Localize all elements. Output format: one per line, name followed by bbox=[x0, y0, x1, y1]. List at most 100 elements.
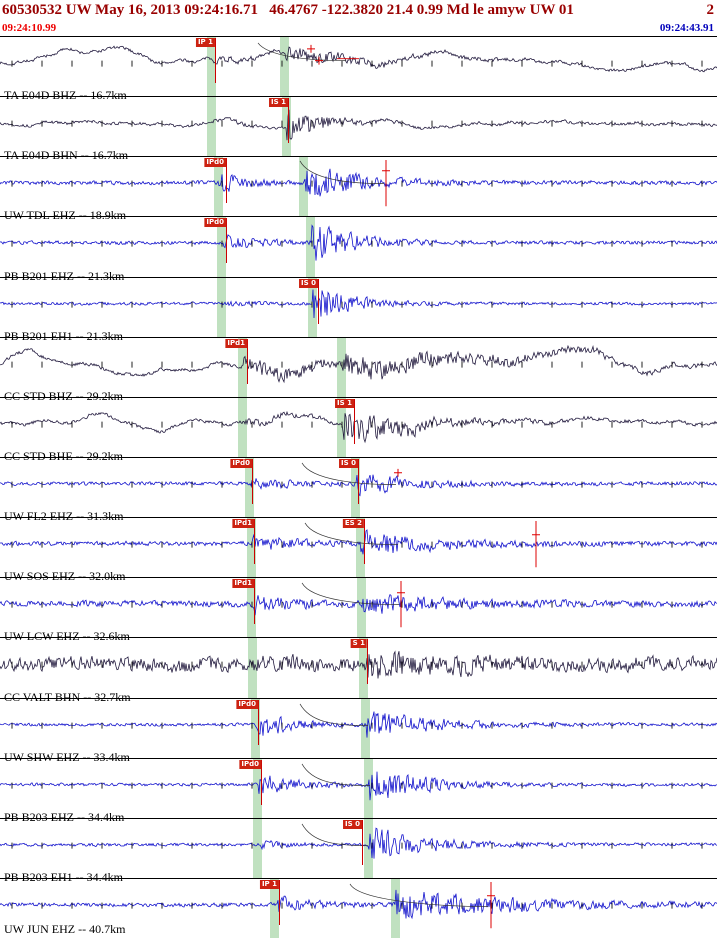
waveform-trace bbox=[0, 109, 717, 141]
trace-label[interactable]: UW SHW EHZ -- 33.4km bbox=[4, 749, 130, 764]
pick-flag[interactable]: IPd0 bbox=[230, 458, 252, 468]
trace-label[interactable]: PB B203 EH1 -- 34.4km bbox=[4, 869, 124, 884]
time-ticks bbox=[11, 180, 703, 187]
theoretical-arrival-band bbox=[282, 97, 291, 157]
trace-label[interactable]: TA E04D BHN -- 16.7km bbox=[4, 148, 129, 163]
trace-row[interactable]: CC STD BHE -- 29.2km IS 1 bbox=[0, 397, 717, 463]
coda-cross-marker bbox=[315, 56, 323, 65]
waveform-trace bbox=[0, 594, 717, 616]
trace-label[interactable]: CC VALT BHN -- 32.7km bbox=[4, 689, 131, 704]
trace-label[interactable]: UW SOS EHZ -- 32.0km bbox=[4, 569, 126, 584]
waveform-svg bbox=[0, 109, 717, 141]
time-ticks bbox=[11, 662, 703, 668]
waveform-svg bbox=[0, 410, 717, 444]
theoretical-arrival-band bbox=[299, 157, 308, 217]
coda-decay-curve bbox=[304, 522, 399, 546]
waveform-svg bbox=[0, 823, 717, 859]
pick-flag[interactable]: IPd1 bbox=[225, 338, 247, 348]
trace-row[interactable]: UW LCW EHZ -- 32.6km IPd1 bbox=[0, 578, 717, 643]
pick-time-line[interactable] bbox=[364, 519, 365, 565]
waveform-svg bbox=[0, 581, 717, 628]
pick-time-line[interactable] bbox=[288, 98, 289, 144]
pick-flag[interactable]: IS 0 bbox=[299, 278, 318, 288]
pick-time-line[interactable] bbox=[247, 338, 248, 384]
pick-flag[interactable]: S 1 bbox=[350, 639, 367, 649]
trace-label[interactable]: PB B201 EHZ -- 21.3km bbox=[4, 268, 125, 283]
waveform-trace bbox=[0, 289, 717, 318]
pick-time-line[interactable] bbox=[261, 759, 262, 805]
pick-flag[interactable]: IPd0 bbox=[204, 218, 226, 228]
event-summary: 60530532 UW May 16, 2013 09:24:16.71 46.… bbox=[2, 2, 574, 18]
pick-flag[interactable]: IPd0 bbox=[204, 158, 226, 168]
pick-flag[interactable]: IPd0 bbox=[236, 699, 258, 709]
pick-time-line[interactable] bbox=[254, 579, 255, 625]
trace-row[interactable]: TA E04D BHZ -- 16.7km IP 1 bbox=[0, 37, 717, 102]
trace-label[interactable]: CC STD BHE -- 29.2km bbox=[4, 448, 124, 463]
pick-time-line[interactable] bbox=[215, 38, 216, 83]
window-end-time: 09:24:43.91 bbox=[659, 22, 714, 34]
time-ticks bbox=[11, 421, 703, 428]
trace-row[interactable]: UW JUN EHZ -- 40.7km IP 1 bbox=[0, 878, 717, 938]
pick-flag[interactable]: IP 1 bbox=[259, 879, 279, 889]
pick-flag[interactable]: IS 0 bbox=[343, 819, 362, 829]
pick-time-line[interactable] bbox=[367, 639, 368, 685]
theoretical-arrival-band bbox=[253, 758, 262, 818]
trace-row[interactable]: TA E04D BHN -- 16.7km IS 1 bbox=[0, 97, 717, 162]
pick-time-line[interactable] bbox=[226, 158, 227, 204]
pick-flag[interactable]: IPd1 bbox=[232, 519, 254, 529]
waveform-trace bbox=[0, 45, 717, 73]
pick-time-line[interactable] bbox=[252, 458, 253, 504]
pick-time-line[interactable] bbox=[318, 278, 319, 324]
trace-row[interactable]: UW SHW EHZ -- 33.4km IPd0 bbox=[0, 698, 717, 764]
pick-flag[interactable]: ES 2 bbox=[342, 519, 364, 529]
trace-label[interactable]: CC STD BHZ -- 29.2km bbox=[4, 388, 124, 403]
trace-row[interactable]: PB B201 EH1 -- 21.3km IS 0 bbox=[0, 277, 717, 343]
pick-flag[interactable]: IPd1 bbox=[232, 579, 254, 589]
trace-row[interactable]: UW FL2 EHZ -- 31.3km IPd0 IS 0 bbox=[0, 457, 717, 523]
pick-flag[interactable]: IPd0 bbox=[239, 759, 261, 769]
theoretical-arrival-band bbox=[238, 337, 247, 397]
pick-time-line[interactable] bbox=[279, 879, 280, 925]
pick-time-line[interactable] bbox=[226, 218, 227, 264]
theoretical-arrival-band bbox=[351, 457, 360, 518]
trace-label[interactable]: UW TDL EHZ -- 18.9km bbox=[4, 208, 127, 223]
waveform-trace bbox=[0, 771, 717, 800]
pick-flag[interactable]: IP 1 bbox=[195, 38, 215, 47]
trace-row[interactable]: UW SOS EHZ -- 32.0km IPd1 ES 2 bbox=[0, 518, 717, 583]
pick-flag[interactable]: IS 0 bbox=[339, 458, 358, 468]
waveform-trace bbox=[0, 650, 717, 679]
time-ticks bbox=[11, 601, 703, 608]
trace-row[interactable]: UW TDL EHZ -- 18.9km IPd0 bbox=[0, 157, 717, 222]
pick-time-line[interactable] bbox=[254, 519, 255, 565]
pick-time-line[interactable] bbox=[258, 699, 259, 745]
theoretical-arrival-band bbox=[306, 217, 315, 277]
coda-cross-marker bbox=[394, 468, 402, 477]
theoretical-arrival-band bbox=[251, 698, 260, 758]
trace-row[interactable]: PB B203 EH1 -- 34.4km IS 0 bbox=[0, 818, 717, 884]
trace-panel: TA E04D BHZ -- 16.7km IP 1 TA E04D BHN -… bbox=[0, 36, 717, 938]
time-ticks bbox=[11, 902, 703, 909]
trace-row[interactable]: CC STD BHZ -- 29.2km IPd1 bbox=[0, 337, 717, 403]
trace-label[interactable]: PB B203 EHZ -- 34.4km bbox=[4, 809, 125, 824]
event-header: 60530532 UW May 16, 2013 09:24:16.71 46.… bbox=[0, 0, 717, 22]
waveform-trace bbox=[0, 169, 717, 197]
pick-time-line[interactable] bbox=[362, 819, 363, 865]
trace-label[interactable]: UW LCW EHZ -- 32.6km bbox=[4, 629, 130, 644]
pick-time-line[interactable] bbox=[354, 398, 355, 444]
trace-row[interactable]: PB B203 EHZ -- 34.4km IPd0 bbox=[0, 758, 717, 824]
trace-label[interactable]: UW JUN EHZ -- 40.7km bbox=[4, 922, 126, 937]
waveform-svg bbox=[0, 344, 717, 383]
trace-row[interactable]: PB B201 EHZ -- 21.3km IPd0 bbox=[0, 217, 717, 283]
coda-cross-marker bbox=[382, 167, 390, 176]
pick-time-line[interactable] bbox=[358, 458, 359, 504]
pick-flag[interactable]: IS 1 bbox=[335, 398, 354, 408]
trace-label[interactable]: UW FL2 EHZ -- 31.3km bbox=[4, 509, 124, 524]
coda-cross-marker bbox=[487, 891, 495, 900]
trace-label[interactable]: TA E04D BHZ -- 16.7km bbox=[4, 88, 127, 103]
trace-row[interactable]: CC VALT BHN -- 32.7km S 1 bbox=[0, 638, 717, 704]
pick-flag[interactable]: IS 1 bbox=[269, 98, 288, 108]
trace-label[interactable]: PB B201 EH1 -- 21.3km bbox=[4, 328, 124, 343]
theoretical-arrival-band bbox=[207, 97, 216, 157]
waveform-trace bbox=[0, 710, 717, 738]
theoretical-arrival-band bbox=[359, 638, 368, 698]
